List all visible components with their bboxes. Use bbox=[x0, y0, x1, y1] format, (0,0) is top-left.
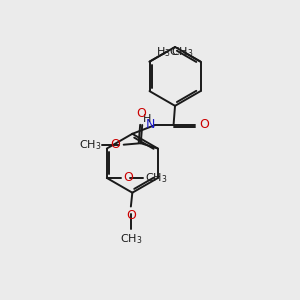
Text: CH$_3$: CH$_3$ bbox=[79, 138, 101, 152]
Text: N: N bbox=[146, 118, 155, 131]
Text: O: O bbox=[126, 209, 136, 223]
Text: O: O bbox=[124, 172, 134, 184]
Text: O: O bbox=[136, 107, 146, 120]
Text: CH$_3$: CH$_3$ bbox=[171, 45, 194, 59]
Text: O: O bbox=[199, 118, 209, 131]
Text: H$_3$C: H$_3$C bbox=[156, 45, 179, 59]
Text: CH$_3$: CH$_3$ bbox=[120, 232, 142, 246]
Text: CH$_3$: CH$_3$ bbox=[145, 171, 167, 185]
Text: H: H bbox=[143, 114, 151, 124]
Text: O: O bbox=[110, 138, 120, 151]
